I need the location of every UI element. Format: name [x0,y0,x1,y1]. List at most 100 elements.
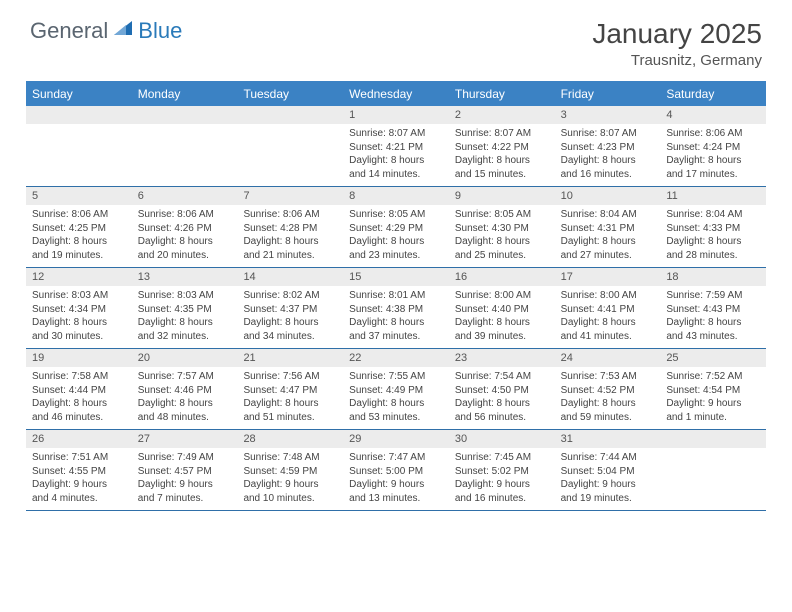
sunrise-text: Sunrise: 8:04 AM [561,208,655,222]
sunrise-text: Sunrise: 7:53 AM [561,370,655,384]
daylight-line1: Daylight: 8 hours [561,316,655,330]
day-number: 3 [555,106,661,124]
daylight-line1: Daylight: 8 hours [243,397,337,411]
day-cell: 10Sunrise: 8:04 AMSunset: 4:31 PMDayligh… [555,187,661,267]
day-details: Sunrise: 8:05 AMSunset: 4:29 PMDaylight:… [343,205,449,267]
sunset-text: Sunset: 4:31 PM [561,222,655,236]
week-row: 1Sunrise: 8:07 AMSunset: 4:21 PMDaylight… [26,106,766,187]
day-cell: 23Sunrise: 7:54 AMSunset: 4:50 PMDayligh… [449,349,555,429]
sunrise-text: Sunrise: 8:06 AM [243,208,337,222]
day-number: 11 [660,187,766,205]
day-cell: 28Sunrise: 7:48 AMSunset: 4:59 PMDayligh… [237,430,343,510]
day-number: 10 [555,187,661,205]
sunset-text: Sunset: 4:25 PM [32,222,126,236]
sunset-text: Sunset: 4:46 PM [138,384,232,398]
day-details: Sunrise: 8:06 AMSunset: 4:28 PMDaylight:… [237,205,343,267]
day-number: 12 [26,268,132,286]
day-details: Sunrise: 7:51 AMSunset: 4:55 PMDaylight:… [26,448,132,510]
sunrise-text: Sunrise: 8:06 AM [666,127,760,141]
sunrise-text: Sunrise: 8:00 AM [455,289,549,303]
week-row: 26Sunrise: 7:51 AMSunset: 4:55 PMDayligh… [26,430,766,511]
day-details: Sunrise: 7:45 AMSunset: 5:02 PMDaylight:… [449,448,555,510]
daylight-line2: and 14 minutes. [349,168,443,182]
daylight-line2: and 30 minutes. [32,330,126,344]
daylight-line1: Daylight: 9 hours [666,397,760,411]
sunset-text: Sunset: 4:44 PM [32,384,126,398]
daylight-line1: Daylight: 8 hours [32,316,126,330]
daylight-line1: Daylight: 8 hours [666,154,760,168]
daylight-line2: and 16 minutes. [455,492,549,506]
day-details: Sunrise: 7:55 AMSunset: 4:49 PMDaylight:… [343,367,449,429]
day-number: 16 [449,268,555,286]
daylight-line2: and 19 minutes. [32,249,126,263]
day-cell: 30Sunrise: 7:45 AMSunset: 5:02 PMDayligh… [449,430,555,510]
daylight-line2: and 17 minutes. [666,168,760,182]
daylight-line2: and 19 minutes. [561,492,655,506]
day-number: 15 [343,268,449,286]
week-row: 12Sunrise: 8:03 AMSunset: 4:34 PMDayligh… [26,268,766,349]
day-number: 5 [26,187,132,205]
day-header: Monday [132,83,238,106]
day-cell: 12Sunrise: 8:03 AMSunset: 4:34 PMDayligh… [26,268,132,348]
day-cell: 11Sunrise: 8:04 AMSunset: 4:33 PMDayligh… [660,187,766,267]
day-cell: 16Sunrise: 8:00 AMSunset: 4:40 PMDayligh… [449,268,555,348]
sunrise-text: Sunrise: 7:49 AM [138,451,232,465]
day-header: Tuesday [237,83,343,106]
day-cell: 7Sunrise: 8:06 AMSunset: 4:28 PMDaylight… [237,187,343,267]
day-number: 17 [555,268,661,286]
day-details: Sunrise: 8:07 AMSunset: 4:23 PMDaylight:… [555,124,661,186]
daylight-line1: Daylight: 8 hours [666,235,760,249]
day-details: Sunrise: 7:47 AMSunset: 5:00 PMDaylight:… [343,448,449,510]
sunrise-text: Sunrise: 7:55 AM [349,370,443,384]
sunrise-text: Sunrise: 8:02 AM [243,289,337,303]
location-label: Trausnitz, Germany [592,52,762,69]
sunrise-text: Sunrise: 8:07 AM [349,127,443,141]
month-title: January 2025 [592,18,762,50]
day-header: Friday [555,83,661,106]
day-cell: 24Sunrise: 7:53 AMSunset: 4:52 PMDayligh… [555,349,661,429]
day-details: Sunrise: 8:01 AMSunset: 4:38 PMDaylight:… [343,286,449,348]
day-details: Sunrise: 8:04 AMSunset: 4:33 PMDaylight:… [660,205,766,267]
day-cell: 2Sunrise: 8:07 AMSunset: 4:22 PMDaylight… [449,106,555,186]
daylight-line1: Daylight: 8 hours [666,316,760,330]
daylight-line2: and 32 minutes. [138,330,232,344]
daylight-line1: Daylight: 9 hours [349,478,443,492]
daylight-line1: Daylight: 8 hours [455,397,549,411]
sunrise-text: Sunrise: 7:52 AM [666,370,760,384]
daylight-line1: Daylight: 8 hours [561,397,655,411]
day-cell: 14Sunrise: 8:02 AMSunset: 4:37 PMDayligh… [237,268,343,348]
daylight-line1: Daylight: 9 hours [455,478,549,492]
daylight-line2: and 39 minutes. [455,330,549,344]
sunrise-text: Sunrise: 7:58 AM [32,370,126,384]
day-number [660,430,766,448]
daylight-line2: and 10 minutes. [243,492,337,506]
daylight-line1: Daylight: 8 hours [32,397,126,411]
daylight-line2: and 4 minutes. [32,492,126,506]
sunset-text: Sunset: 4:43 PM [666,303,760,317]
day-number: 2 [449,106,555,124]
sunset-text: Sunset: 4:54 PM [666,384,760,398]
sunset-text: Sunset: 4:57 PM [138,465,232,479]
day-header: Thursday [449,83,555,106]
day-number: 26 [26,430,132,448]
day-number: 29 [343,430,449,448]
sunset-text: Sunset: 4:30 PM [455,222,549,236]
daylight-line1: Daylight: 8 hours [349,235,443,249]
day-cell: 27Sunrise: 7:49 AMSunset: 4:57 PMDayligh… [132,430,238,510]
sunrise-text: Sunrise: 8:00 AM [561,289,655,303]
sunset-text: Sunset: 4:22 PM [455,141,549,155]
daylight-line1: Daylight: 8 hours [243,235,337,249]
sunrise-text: Sunrise: 8:01 AM [349,289,443,303]
sunset-text: Sunset: 5:00 PM [349,465,443,479]
day-details: Sunrise: 7:59 AMSunset: 4:43 PMDaylight:… [660,286,766,348]
day-details: Sunrise: 8:06 AMSunset: 4:26 PMDaylight:… [132,205,238,267]
daylight-line1: Daylight: 9 hours [138,478,232,492]
sunset-text: Sunset: 4:34 PM [32,303,126,317]
daylight-line1: Daylight: 8 hours [138,235,232,249]
daylight-line1: Daylight: 8 hours [138,397,232,411]
day-number [132,106,238,124]
sunrise-text: Sunrise: 8:06 AM [32,208,126,222]
daylight-line2: and 46 minutes. [32,411,126,425]
sunset-text: Sunset: 4:41 PM [561,303,655,317]
day-header-row: SundayMondayTuesdayWednesdayThursdayFrid… [26,83,766,106]
